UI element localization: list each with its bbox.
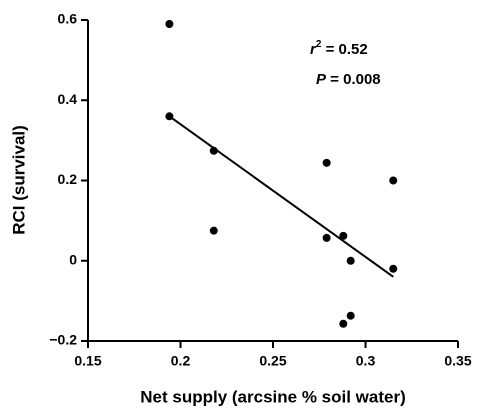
- annotation: r2 = 0.52: [310, 39, 368, 58]
- y-tick-label: −0.2: [49, 332, 77, 348]
- point: [322, 233, 331, 242]
- x-tick-label: 0.25: [259, 353, 286, 369]
- x-tick-label: 0.15: [74, 353, 101, 369]
- point: [165, 20, 174, 29]
- x-tick-label: 0.35: [444, 353, 471, 369]
- annotation-sup: 2: [316, 39, 322, 50]
- point: [209, 146, 218, 155]
- fit-line: [168, 115, 394, 278]
- y-tick-label: 0.6: [58, 11, 78, 27]
- point: [389, 176, 398, 185]
- y-axis-label: RCI (survival): [9, 125, 28, 235]
- point: [209, 226, 218, 235]
- y-tick-label: 0.2: [58, 171, 78, 187]
- point: [322, 158, 331, 167]
- x-tick-label: 0.2: [171, 353, 191, 369]
- point: [339, 231, 348, 240]
- point: [165, 112, 174, 121]
- annotation-text: = 0.008: [326, 71, 381, 88]
- point: [339, 319, 348, 328]
- annotation: P = 0.008: [316, 71, 381, 88]
- point: [346, 311, 355, 320]
- point: [346, 256, 355, 265]
- x-tick-label: 0.3: [356, 353, 376, 369]
- y-tick-label: 0: [69, 251, 77, 267]
- annotation-text: = 0.52: [321, 41, 367, 58]
- annotation-symbol: P: [316, 71, 327, 88]
- point: [389, 264, 398, 273]
- y-tick-label: 0.4: [58, 91, 78, 107]
- x-axis-label: Net supply (arcsine % soil water): [140, 387, 405, 406]
- annotation-symbol: r: [310, 41, 317, 58]
